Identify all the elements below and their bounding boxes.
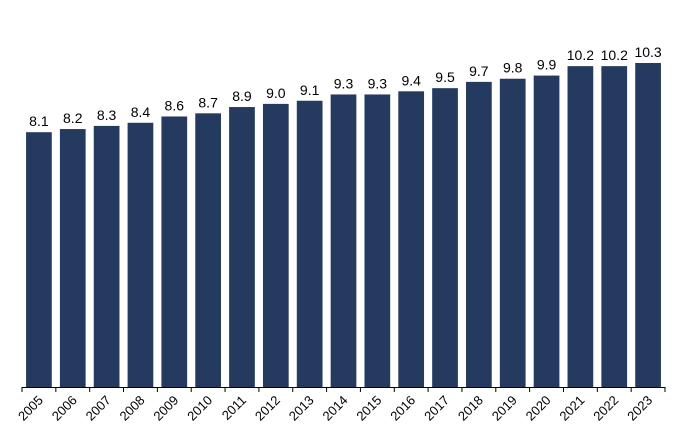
x-tick-label-2020: 2020 — [523, 393, 554, 424]
x-tick-label-2008: 2008 — [117, 393, 148, 424]
bar-2005 — [26, 132, 52, 387]
bar-2006 — [59, 129, 86, 387]
x-tick-label-2014: 2014 — [320, 393, 351, 424]
x-tick-label-2015: 2015 — [353, 393, 384, 424]
x-tick-label-2023: 2023 — [624, 393, 655, 424]
value-label-2009: 8.6 — [165, 97, 185, 113]
x-tick-label-2013: 2013 — [286, 393, 317, 424]
bar-2022 — [601, 66, 628, 388]
x-tick-label-2012: 2012 — [252, 393, 283, 424]
x-axis-ticks-layer: 2005 2006 2007 2008 2009 2010 2011 2012 2013 2014… — [15, 387, 666, 424]
value-labels-layer: 8.1 8.2 8.3 8.4 8.6 8.7 8.9 9.0 9.1 9.3 9.3 9.4 9.5 9… — [29, 44, 662, 129]
bar-2011 — [229, 107, 255, 387]
bar-2015 — [364, 94, 391, 388]
value-label-2014: 9.3 — [334, 75, 354, 91]
value-label-2020: 9.9 — [537, 57, 557, 73]
bar-2014 — [330, 94, 357, 388]
bar-2021 — [567, 66, 594, 388]
value-label-2008: 8.4 — [131, 104, 151, 120]
x-tick-label-2011: 2011 — [219, 393, 249, 423]
bar-2009 — [161, 116, 188, 387]
bar-2013 — [296, 100, 323, 387]
x-tick-label-2005: 2005 — [15, 393, 46, 424]
bar-2010 — [195, 113, 221, 387]
value-label-2023: 10.3 — [634, 44, 661, 60]
bar-2020 — [533, 75, 560, 387]
bar-2023 — [635, 63, 661, 387]
value-label-2012: 9.0 — [266, 85, 286, 101]
bar-2017 — [432, 88, 458, 388]
value-label-2013: 9.1 — [300, 82, 320, 98]
x-tick-label-2021: 2021 — [556, 393, 587, 424]
value-label-2016: 9.4 — [401, 72, 421, 88]
value-label-2010: 8.7 — [198, 94, 218, 110]
value-label-2005: 8.1 — [29, 113, 49, 129]
value-label-2022: 10.2 — [601, 47, 628, 63]
bar-2007 — [93, 125, 120, 387]
bars-layer — [26, 63, 661, 388]
x-tick-label-2017: 2017 — [421, 393, 452, 424]
x-tick-label-2022: 2022 — [590, 393, 621, 424]
value-label-2006: 8.2 — [63, 110, 83, 126]
x-tick-label-2006: 2006 — [49, 393, 80, 424]
x-tick-label-2009: 2009 — [150, 393, 181, 424]
x-tick-label-2007: 2007 — [83, 393, 114, 424]
bar-2018 — [466, 81, 492, 388]
value-label-2018: 9.7 — [469, 63, 489, 79]
bar-2008 — [127, 122, 154, 388]
x-tick-label-2016: 2016 — [387, 393, 418, 424]
value-label-2019: 9.8 — [503, 60, 523, 76]
x-tick-label-2010: 2010 — [184, 393, 215, 424]
x-tick-label-2018: 2018 — [455, 393, 486, 424]
value-label-2021: 10.2 — [567, 47, 594, 63]
value-label-2017: 9.5 — [435, 69, 455, 85]
value-label-2007: 8.3 — [97, 107, 117, 123]
bar-2012 — [262, 103, 289, 387]
value-label-2011: 8.9 — [232, 88, 252, 104]
bar-2019 — [499, 78, 526, 387]
bar-2016 — [398, 91, 425, 387]
value-label-2015: 9.3 — [368, 75, 388, 91]
x-tick-label-2019: 2019 — [489, 393, 520, 424]
